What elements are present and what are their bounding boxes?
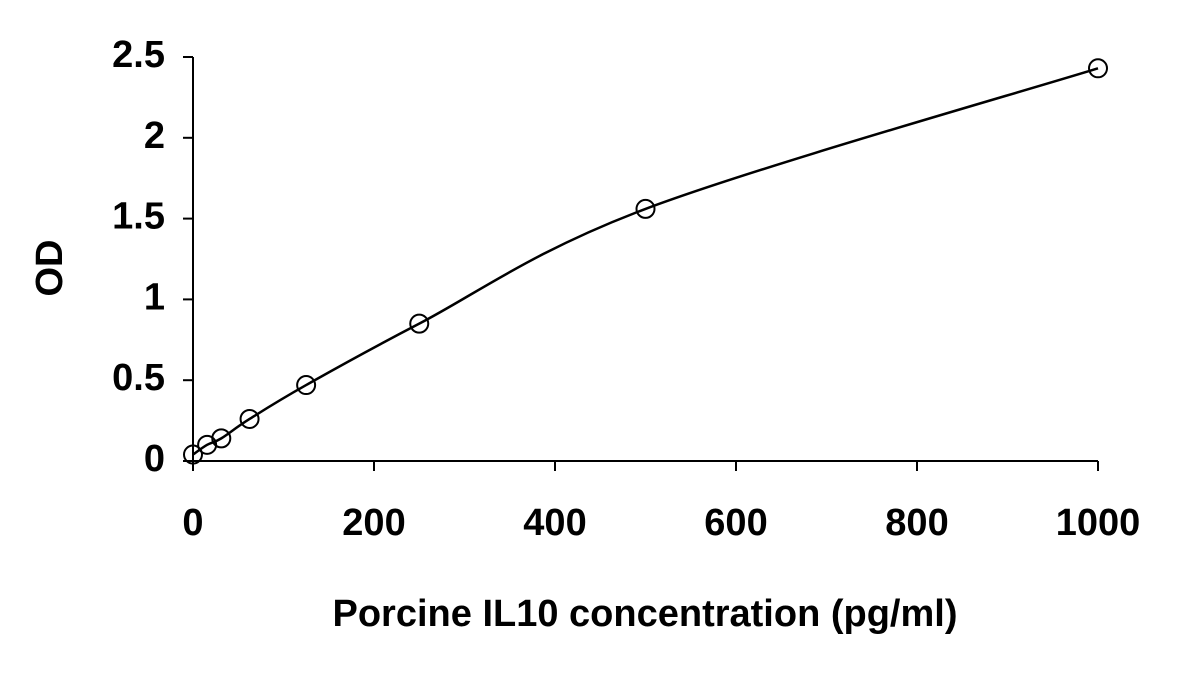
fit-curve [192, 67, 1099, 456]
x-tick-label: 600 [704, 502, 767, 544]
x-tick-label: 800 [885, 502, 948, 544]
data-point [409, 313, 430, 334]
y-axis-label: OD [29, 240, 71, 297]
data-point [1088, 58, 1108, 79]
data-point [183, 444, 203, 465]
y-tick-label: 0.5 [112, 357, 165, 399]
x-tick-label: 200 [342, 502, 405, 544]
data-point [635, 198, 656, 219]
data-point [211, 428, 232, 449]
y-tick-label: 1 [144, 276, 165, 318]
y-tick-label: 2 [144, 115, 165, 157]
y-tick-label: 2.5 [112, 34, 165, 76]
x-tick-label: 1000 [1056, 502, 1141, 544]
y-tick-label: 1.5 [112, 196, 165, 238]
x-tick-label: 0 [182, 502, 203, 544]
x-tick-label: 400 [523, 502, 586, 544]
y-tick-label: 0 [144, 438, 165, 480]
data-point [239, 408, 260, 429]
data-point [296, 375, 317, 396]
x-axis-label: Porcine IL10 concentration (pg/ml) [333, 593, 958, 635]
